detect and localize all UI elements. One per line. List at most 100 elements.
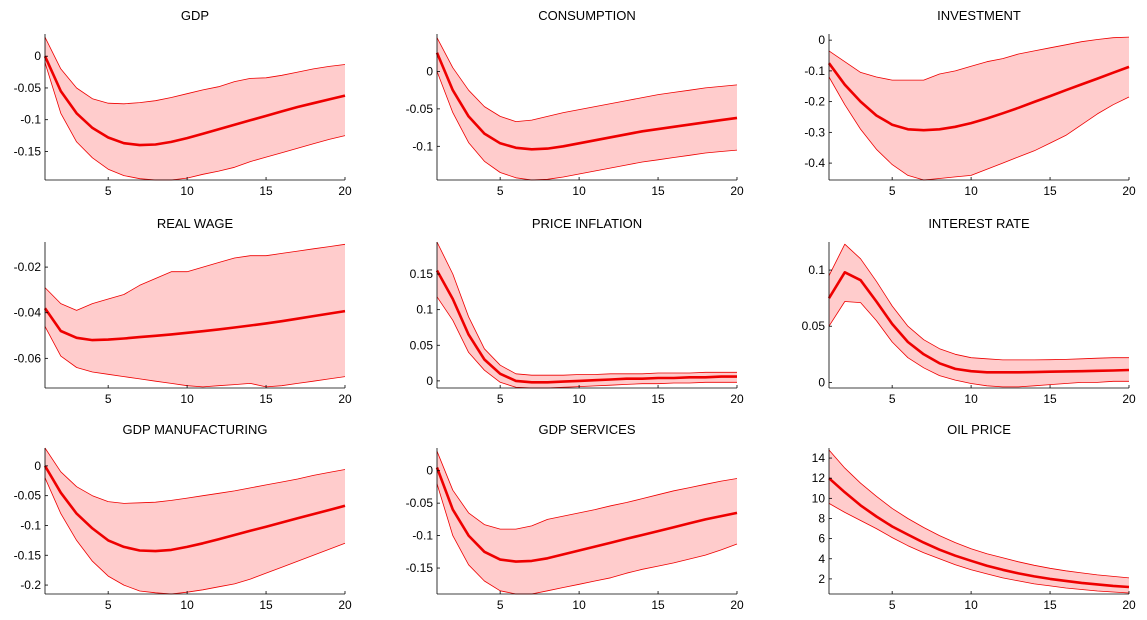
panel-price-inflation: PRICE INFLATION 5 10 15 20 0 0.05 0.1 0.15 bbox=[392, 208, 774, 414]
x-tick-label: 15 bbox=[259, 392, 273, 406]
upper-bound-line bbox=[828, 449, 1130, 579]
lower-bound-line bbox=[828, 503, 1130, 594]
x-tick-label: 15 bbox=[651, 392, 665, 406]
chart-title: PRICE INFLATION bbox=[531, 216, 643, 231]
y-tick-label: -0.15 bbox=[14, 144, 42, 158]
lower-bound-line bbox=[828, 76, 1130, 181]
median-line bbox=[435, 467, 738, 563]
panel-gdp: GDP 5 10 15 20 0 -0.05 -0.1 -0.15 bbox=[0, 0, 382, 206]
confidence-band bbox=[45, 244, 345, 387]
x-tick-label: 5 bbox=[497, 392, 504, 406]
y-tick-label: -0.05 bbox=[14, 81, 42, 95]
y-tick-label: 0 bbox=[426, 464, 433, 478]
upper-bound-line bbox=[436, 451, 738, 530]
panel-consumption: CONSUMPTION 5 10 15 20 0 -0.05 -0.1 bbox=[392, 0, 774, 206]
x-tick-label: 10 bbox=[572, 598, 586, 612]
x-tick-label: 10 bbox=[180, 392, 194, 406]
median-line bbox=[43, 307, 346, 342]
y-tick-label: -0.05 bbox=[14, 489, 42, 503]
y-tick-label: -0.2 bbox=[20, 578, 41, 592]
x-tick-label: 20 bbox=[730, 184, 744, 198]
y-tick-label: 6 bbox=[818, 532, 825, 546]
x-tick-label: 5 bbox=[105, 392, 112, 406]
y-tick-label: 12 bbox=[812, 471, 826, 485]
y-tick-label: 2 bbox=[818, 572, 825, 586]
confidence-band bbox=[437, 451, 737, 594]
y-tick-label: 0 bbox=[426, 374, 433, 388]
median-line bbox=[827, 271, 1130, 374]
panel-gdp-services: GDP SERVICES 5 10 15 20 0 -0.05 -0.1 -0.15 bbox=[392, 414, 774, 620]
y-tick-label: 0.1 bbox=[416, 303, 433, 317]
chart-title: GDP SERVICES bbox=[538, 422, 636, 437]
x-tick-label: 20 bbox=[730, 598, 744, 612]
y-tick-label: 8 bbox=[818, 511, 825, 525]
y-tick-label: -0.05 bbox=[406, 102, 434, 116]
median-line bbox=[43, 55, 346, 147]
upper-bound-line bbox=[436, 241, 737, 376]
lower-bound-line bbox=[44, 326, 346, 388]
x-tick-label: 5 bbox=[105, 184, 112, 198]
x-tick-label: 10 bbox=[964, 184, 978, 198]
x-tick-label: 15 bbox=[1043, 392, 1057, 406]
panel-real-wage: REAL WAGE 5 10 15 20 -0.02 -0.04 -0.06 bbox=[0, 208, 382, 414]
confidence-band bbox=[45, 37, 345, 181]
y-tick-label: -0.15 bbox=[406, 561, 434, 575]
x-tick-label: 10 bbox=[572, 392, 586, 406]
x-tick-label: 20 bbox=[338, 392, 352, 406]
chart-title: INTEREST RATE bbox=[928, 216, 1030, 231]
panel-gdp-manufacturing: GDP MANUFACTURING 5 10 15 20 0 -0.05 -0.1 -0.15… bbox=[0, 414, 382, 620]
median-line bbox=[435, 269, 737, 384]
x-tick-label: 15 bbox=[651, 598, 665, 612]
x-tick-label: 15 bbox=[259, 184, 273, 198]
x-tick-label: 15 bbox=[1043, 598, 1057, 612]
upper-bound-line bbox=[44, 243, 346, 311]
y-tick-label: 0.05 bbox=[410, 338, 434, 352]
x-tick-label: 10 bbox=[180, 598, 194, 612]
median-line bbox=[827, 62, 1130, 132]
chart-title: INVESTMENT bbox=[937, 8, 1021, 23]
y-tick-label: -0.3 bbox=[804, 125, 825, 139]
lower-bound-line bbox=[436, 296, 737, 389]
y-tick-label: 0.1 bbox=[808, 263, 825, 277]
confidence-band bbox=[829, 37, 1129, 180]
y-tick-label: 0 bbox=[34, 49, 41, 63]
chart-title: CONSUMPTION bbox=[538, 8, 636, 23]
chart-title: GDP MANUFACTURING bbox=[122, 422, 268, 437]
chart-svg: 5 10 15 20 0 -0.05 -0.1 -0.15 bbox=[406, 448, 744, 612]
x-tick-label: 5 bbox=[889, 392, 896, 406]
x-tick-label: 5 bbox=[497, 598, 504, 612]
y-tick-label: 0.15 bbox=[410, 267, 434, 281]
y-tick-label: -0.1 bbox=[804, 64, 825, 78]
y-tick-label: -0.2 bbox=[804, 95, 825, 109]
lower-bound-line bbox=[44, 477, 346, 595]
upper-bound-line bbox=[44, 37, 346, 105]
y-tick-label: 0.05 bbox=[802, 319, 826, 333]
upper-bound-line bbox=[828, 243, 1129, 361]
chart-title: REAL WAGE bbox=[156, 216, 234, 231]
y-tick-label: -0.1 bbox=[412, 139, 433, 153]
x-tick-label: 5 bbox=[105, 598, 112, 612]
chart-title: OIL PRICE bbox=[947, 422, 1011, 437]
median-line bbox=[828, 477, 1130, 589]
chart-title: GDP bbox=[180, 8, 210, 23]
x-tick-label: 20 bbox=[1122, 392, 1136, 406]
chart-svg: 5 10 15 20 0 -0.05 -0.1 -0.15 -0.2 bbox=[14, 447, 352, 612]
x-tick-label: 5 bbox=[889, 598, 896, 612]
confidence-band bbox=[437, 37, 737, 181]
y-tick-label: 4 bbox=[818, 552, 825, 566]
y-tick-label: -0.1 bbox=[20, 518, 41, 532]
lower-bound-line bbox=[828, 301, 1129, 388]
x-tick-label: 10 bbox=[964, 392, 978, 406]
y-tick-label: 10 bbox=[812, 491, 826, 505]
x-tick-label: 5 bbox=[889, 184, 896, 198]
x-tick-label: 20 bbox=[1122, 184, 1136, 198]
x-tick-label: 20 bbox=[730, 392, 744, 406]
y-tick-label: -0.15 bbox=[14, 548, 42, 562]
lower-bound-line bbox=[44, 62, 346, 181]
x-tick-label: 15 bbox=[259, 598, 273, 612]
y-tick-label: -0.04 bbox=[14, 306, 42, 320]
x-tick-label: 15 bbox=[651, 184, 665, 198]
x-tick-label: 5 bbox=[497, 184, 504, 198]
lower-bound-line bbox=[436, 483, 738, 595]
